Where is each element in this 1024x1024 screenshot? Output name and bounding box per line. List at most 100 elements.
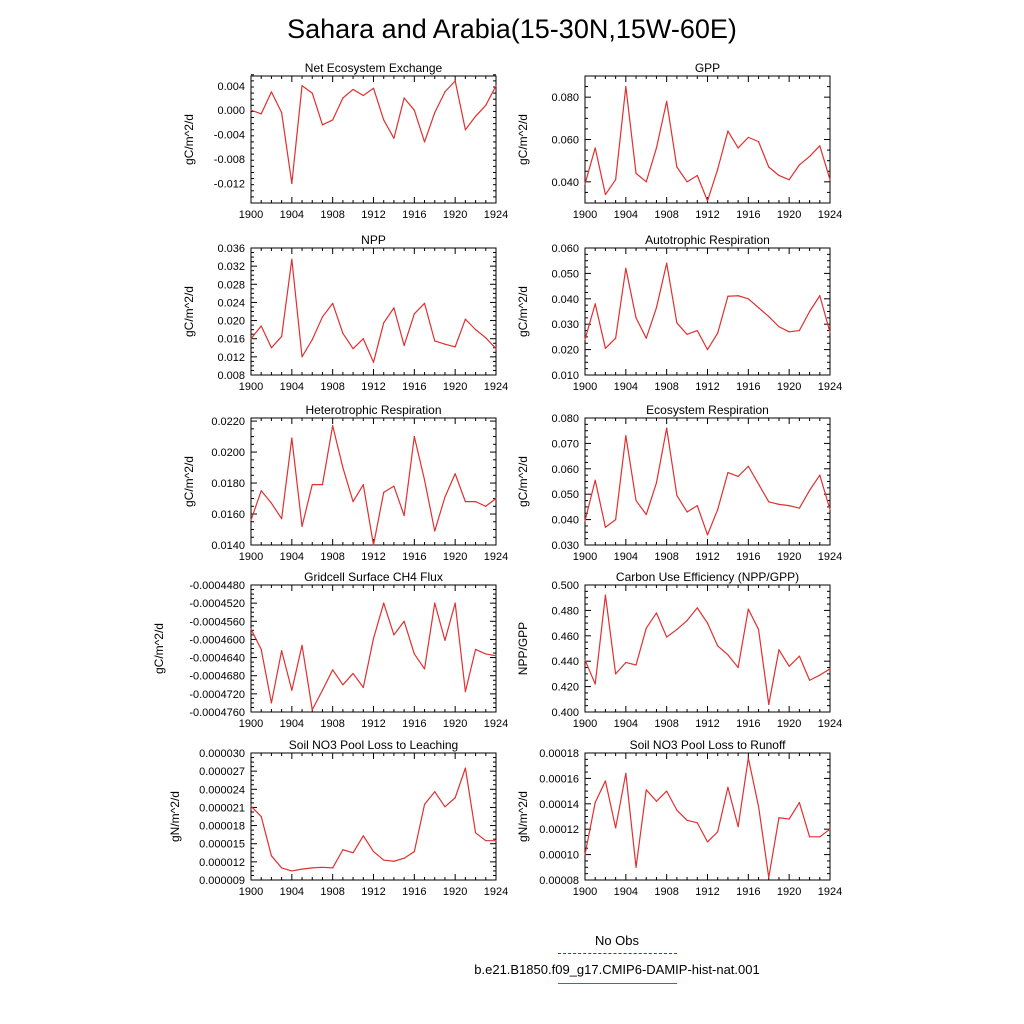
data-point: [474, 115, 477, 117]
data-point: [321, 124, 324, 126]
data-point: [778, 503, 780, 505]
x-tick-label: 1920: [777, 718, 801, 730]
data-point: [706, 200, 709, 202]
x-tick-label: 1924: [484, 718, 508, 730]
data-point: [757, 483, 760, 485]
data-point: [645, 181, 647, 183]
y-tick-label: -0.012: [214, 178, 245, 190]
data-point: [676, 809, 678, 811]
y-tick-label: 0.060: [551, 243, 579, 255]
data-point: [423, 141, 426, 143]
data-point: [808, 836, 811, 838]
data-point: [332, 669, 334, 671]
x-tick-label: 1916: [736, 551, 760, 563]
data-point: [485, 505, 487, 507]
chart-title: Ecosystem Respiration: [646, 403, 769, 417]
data-point: [393, 860, 395, 862]
y-tick-label: 0.004: [217, 81, 245, 93]
plot-frame: [584, 752, 831, 881]
data-point: [717, 332, 719, 334]
data-point: [615, 337, 617, 339]
data-point: [737, 666, 739, 669]
chart-title: Net Ecosystem Exchange: [305, 61, 443, 75]
data-point: [594, 683, 596, 685]
y-tick-label: 0.036: [217, 243, 245, 255]
x-tick-label: 1900: [239, 551, 263, 563]
y-tick-label: 0.020: [217, 316, 245, 328]
y-tick-label: 0.460: [551, 631, 579, 643]
chart-soil-no3-pool-loss-to-leaching: Soil NO3 Pool Loss to Leaching 1900 1904 19…: [168, 738, 508, 898]
x-tick-label: 1924: [484, 551, 508, 563]
data-point: [696, 174, 698, 177]
series-line: [584, 427, 831, 536]
data-point: [635, 664, 637, 666]
y-tick-label: 0.080: [551, 413, 579, 425]
data-point: [495, 348, 497, 350]
data-point: [301, 868, 303, 870]
data-point: [383, 859, 385, 861]
x-tick-label: 1904: [614, 381, 638, 393]
data-point: [301, 356, 303, 358]
data-point: [798, 507, 800, 509]
data-point: [403, 620, 405, 622]
data-point: [635, 172, 637, 174]
y-tick-label: 0.0200: [211, 447, 245, 459]
data-point: [655, 482, 658, 484]
x-tick-label: 1924: [818, 209, 842, 221]
x-tick-label: 1900: [239, 381, 263, 393]
series-line: [250, 258, 497, 363]
x-tick-label: 1916: [402, 551, 426, 563]
data-point: [584, 520, 586, 522]
x-tick-label: 1900: [239, 886, 263, 898]
plot-frame: [250, 75, 497, 204]
data-point: [696, 607, 698, 609]
data-point: [485, 337, 487, 339]
data-point: [342, 684, 344, 686]
y-tick-label: 0.00016: [539, 773, 579, 785]
data-point: [434, 340, 436, 342]
data-point: [495, 655, 497, 657]
data-point: [342, 332, 344, 334]
y-tick-label: 0.040: [551, 177, 579, 189]
y-tick-label: 0.000012: [199, 857, 245, 869]
chart-carbon-use-efficiency-npp-gpp: Carbon Use Efficiency (NPP/GPP) 1900 1904 1…: [516, 570, 842, 730]
y-tick-label: 0.080: [551, 92, 579, 104]
x-tick-label: 1908: [320, 551, 344, 563]
data-point: [444, 91, 446, 93]
data-point: [819, 674, 821, 676]
data-point: [270, 855, 273, 857]
data-point: [747, 136, 749, 138]
chart-title: Autotrophic Respiration: [645, 233, 770, 247]
data-point: [829, 331, 831, 333]
series-line: [584, 594, 831, 705]
x-tick-label: 1904: [614, 886, 638, 898]
y-tick-label: -0.0004520: [189, 598, 245, 610]
data-point: [594, 303, 596, 305]
y-tick-label: 0.000015: [199, 839, 245, 851]
data-point: [604, 594, 607, 596]
data-point: [474, 832, 477, 834]
data-point: [474, 501, 477, 503]
y-tick-label: 0.440: [551, 656, 579, 668]
data-point: [403, 97, 405, 99]
data-point: [270, 502, 273, 504]
data-point: [311, 709, 313, 711]
chart-title: GPP: [695, 61, 720, 75]
x-tick-label: 1912: [695, 718, 719, 730]
y-tick-label: 0.0160: [211, 509, 245, 521]
y-tick-label: 0.000027: [199, 766, 245, 778]
data-point: [778, 817, 780, 819]
y-tick-label: 0.010: [551, 370, 579, 382]
data-point: [768, 501, 770, 503]
data-point: [747, 608, 749, 610]
data-point: [321, 316, 324, 318]
y-tick-label: -0.008: [214, 154, 245, 166]
chart-ecosystem-respiration: Ecosystem Respiration 1900 1904 1908 1912 191…: [516, 403, 842, 563]
data-point: [635, 866, 637, 868]
data-point: [696, 505, 698, 507]
data-point: [423, 668, 426, 670]
data-point: [594, 479, 596, 481]
x-tick-label: 1920: [777, 551, 801, 563]
chart-heterotrophic-respiration: Heterotrophic Respiration 1900 1904 1908 191…: [182, 403, 508, 563]
data-point: [332, 302, 334, 304]
